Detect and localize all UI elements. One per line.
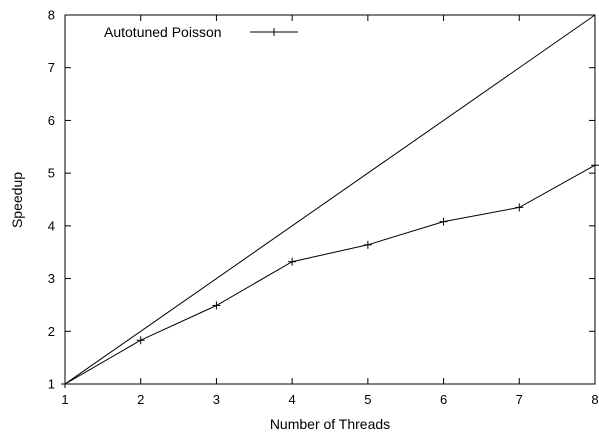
y-tick-label: 5 [48,166,55,181]
y-tick-label: 3 [48,271,55,286]
autotuned-poisson-line [64,164,596,385]
axis-ticks: 1 2 3 4 5 6 7 8 1 2 3 4 5 6 7 8 [48,8,599,408]
autotuned-poisson-point [515,203,524,212]
y-tick-label: 2 [48,324,55,339]
x-tick-label: 3 [213,392,220,407]
autotuned-poisson-point [212,301,221,310]
autotuned-poisson-point [363,240,372,249]
x-tick-label: 2 [137,392,144,407]
x-tick-label: 4 [289,392,296,407]
x-tick-label: 1 [61,392,68,407]
legend: Autotuned Poisson [104,24,298,40]
y-tick-label: 8 [48,8,55,23]
autotuned-poisson-point [591,161,599,170]
y-tick-label: 4 [48,218,55,233]
x-tick-label: 8 [591,392,598,407]
legend-marker-sample [270,28,278,36]
reference-line [64,14,596,385]
x-tick-label: 7 [516,392,523,407]
series-layer [61,14,599,388]
plot-frame [64,14,596,385]
autotuned-poisson-point [439,217,448,226]
autotuned-poisson-point [288,257,297,266]
y-tick-label: 6 [48,113,55,128]
x-tick-label: 5 [364,392,371,407]
y-tick-label: 1 [48,377,55,392]
autotuned-poisson-point [136,336,145,345]
y-tick-label: 7 [48,60,55,75]
x-tick-label: 6 [440,392,447,407]
y-axis-label: Speedup [9,172,25,228]
legend-label: Autotuned Poisson [104,24,222,40]
x-axis-label: Number of Threads [270,416,390,432]
